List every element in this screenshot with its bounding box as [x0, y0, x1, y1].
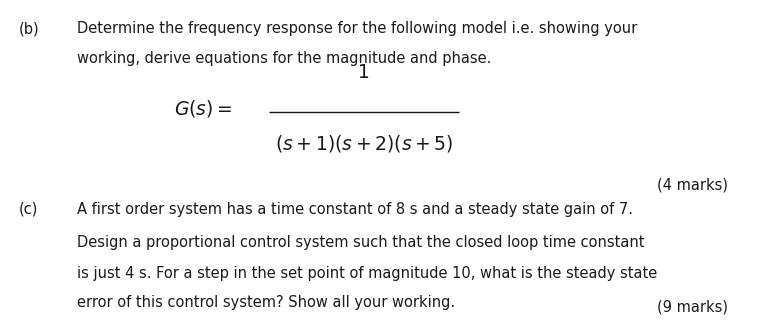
Text: (b): (b): [19, 21, 39, 36]
Text: $G(s)=$: $G(s)=$: [174, 98, 233, 119]
Text: Determine the frequency response for the following model i.e. showing your: Determine the frequency response for the…: [77, 21, 637, 36]
Text: working, derive equations for the magnitude and phase.: working, derive equations for the magnit…: [77, 51, 492, 66]
Text: A first order system has a time constant of 8 s and a steady state gain of 7.: A first order system has a time constant…: [77, 202, 634, 217]
Text: $(s+1)(s+2)(s+5)$: $(s+1)(s+2)(s+5)$: [274, 133, 453, 154]
Text: 1: 1: [358, 63, 370, 82]
Text: error of this control system? Show all your working.: error of this control system? Show all y…: [77, 295, 456, 310]
Text: (9 marks): (9 marks): [656, 300, 728, 315]
Text: (4 marks): (4 marks): [656, 177, 728, 192]
Text: Design a proportional control system such that the closed loop time constant: Design a proportional control system suc…: [77, 235, 645, 250]
Text: is just 4 s. For a step in the set point of magnitude 10, what is the steady sta: is just 4 s. For a step in the set point…: [77, 266, 658, 281]
Text: (c): (c): [19, 202, 39, 217]
